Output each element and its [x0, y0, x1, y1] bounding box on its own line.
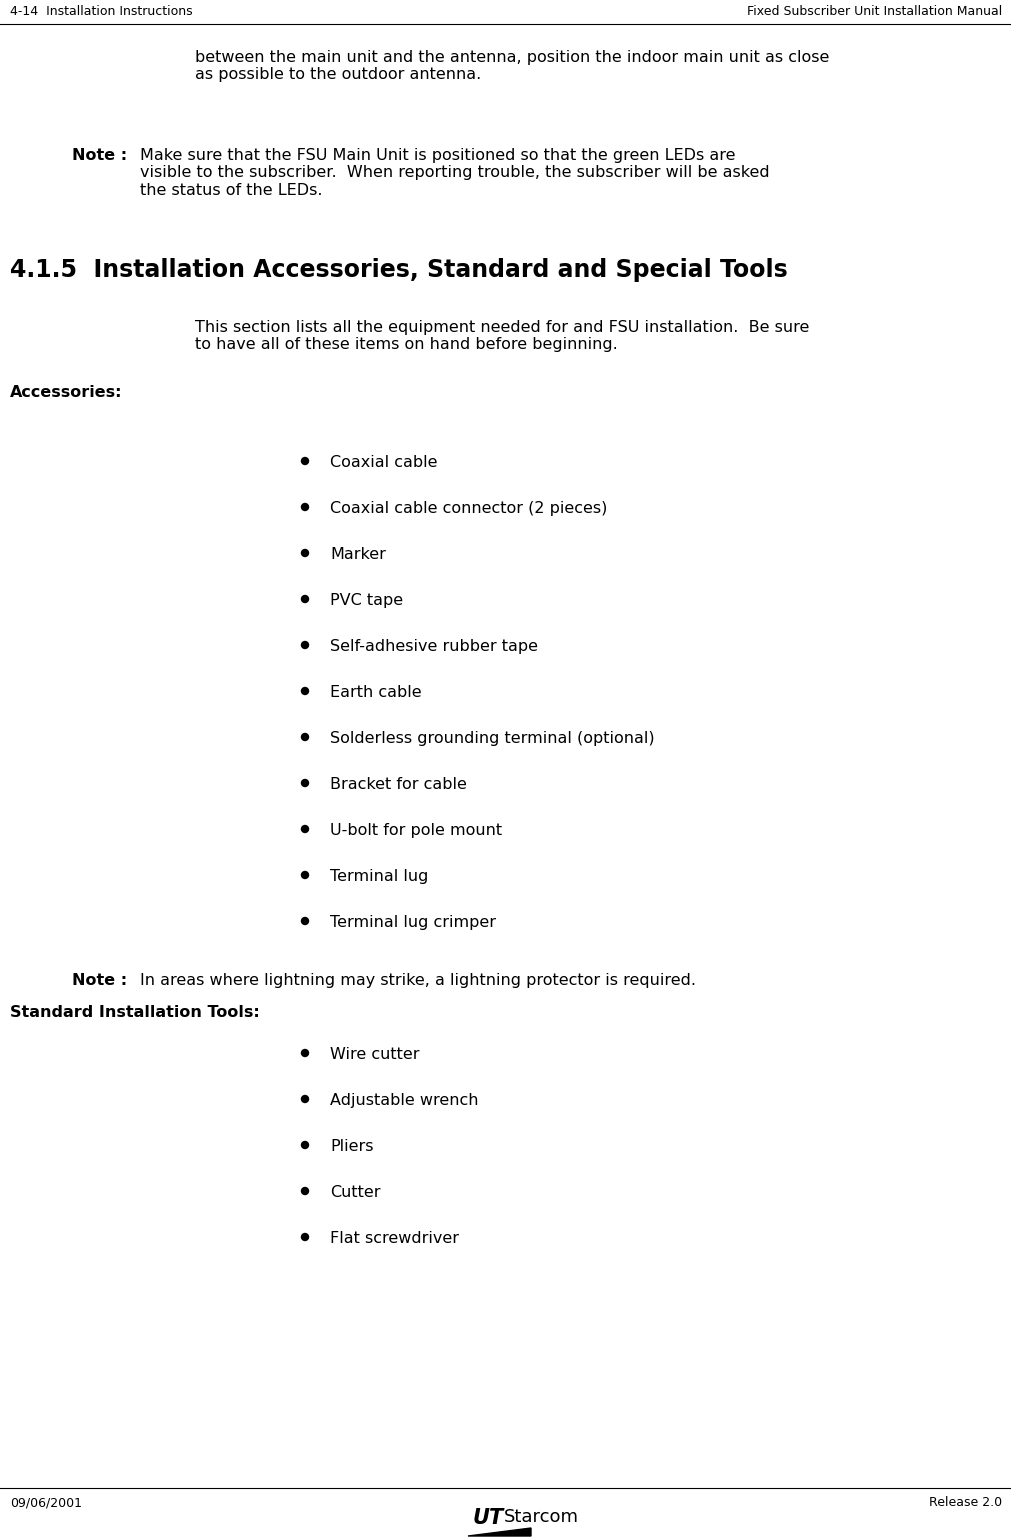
Circle shape	[301, 457, 308, 465]
Text: Wire cutter: Wire cutter	[330, 1047, 420, 1063]
Circle shape	[301, 1049, 308, 1056]
Text: Starcom: Starcom	[503, 1508, 578, 1526]
Circle shape	[301, 550, 308, 556]
Circle shape	[301, 825, 308, 833]
Text: Self-adhesive rubber tape: Self-adhesive rubber tape	[330, 639, 538, 654]
Text: Earth cable: Earth cable	[330, 685, 422, 701]
Text: Cutter: Cutter	[330, 1184, 380, 1200]
Text: This section lists all the equipment needed for and FSU installation.  Be sure
t: This section lists all the equipment nee…	[195, 320, 809, 353]
Circle shape	[301, 1234, 308, 1241]
Text: 4-14  Installation Instructions: 4-14 Installation Instructions	[10, 5, 192, 18]
Text: Note :: Note :	[72, 973, 127, 989]
Text: Pliers: Pliers	[330, 1140, 373, 1153]
Polygon shape	[467, 1528, 531, 1535]
Text: Accessories:: Accessories:	[10, 385, 122, 400]
Text: PVC tape: PVC tape	[330, 593, 402, 608]
Circle shape	[301, 642, 308, 648]
Text: 09/06/2001: 09/06/2001	[10, 1495, 82, 1509]
Text: Terminal lug crimper: Terminal lug crimper	[330, 915, 495, 930]
Circle shape	[301, 596, 308, 602]
Text: 4.1.5  Installation Accessories, Standard and Special Tools: 4.1.5 Installation Accessories, Standard…	[10, 259, 787, 282]
Text: Bracket for cable: Bracket for cable	[330, 778, 466, 792]
Text: Standard Installation Tools:: Standard Installation Tools:	[10, 1006, 260, 1019]
Circle shape	[301, 918, 308, 924]
Text: Adjustable wrench: Adjustable wrench	[330, 1093, 478, 1107]
Text: Marker: Marker	[330, 547, 385, 562]
Text: Solderless grounding terminal (optional): Solderless grounding terminal (optional)	[330, 732, 654, 745]
Circle shape	[301, 733, 308, 741]
Text: In areas where lightning may strike, a lightning protector is required.: In areas where lightning may strike, a l…	[140, 973, 696, 989]
Circle shape	[301, 1095, 308, 1103]
Text: Note :: Note :	[72, 148, 127, 163]
Text: Fixed Subscriber Unit Installation Manual: Fixed Subscriber Unit Installation Manua…	[746, 5, 1001, 18]
Text: UT: UT	[472, 1508, 503, 1528]
Circle shape	[301, 687, 308, 695]
Text: U-bolt for pole mount: U-bolt for pole mount	[330, 822, 501, 838]
Text: Coaxial cable connector (2 pieces): Coaxial cable connector (2 pieces)	[330, 500, 607, 516]
Text: Coaxial cable: Coaxial cable	[330, 454, 437, 470]
Text: Release 2.0: Release 2.0	[928, 1495, 1001, 1509]
Circle shape	[301, 872, 308, 878]
Circle shape	[301, 1141, 308, 1149]
Circle shape	[301, 1187, 308, 1195]
Text: Terminal lug: Terminal lug	[330, 869, 428, 884]
Text: Make sure that the FSU Main Unit is positioned so that the green LEDs are
visibl: Make sure that the FSU Main Unit is posi…	[140, 148, 768, 197]
Text: Flat screwdriver: Flat screwdriver	[330, 1230, 459, 1246]
Circle shape	[301, 779, 308, 787]
Circle shape	[301, 504, 308, 510]
Text: between the main unit and the antenna, position the indoor main unit as close
as: between the main unit and the antenna, p…	[195, 49, 829, 83]
